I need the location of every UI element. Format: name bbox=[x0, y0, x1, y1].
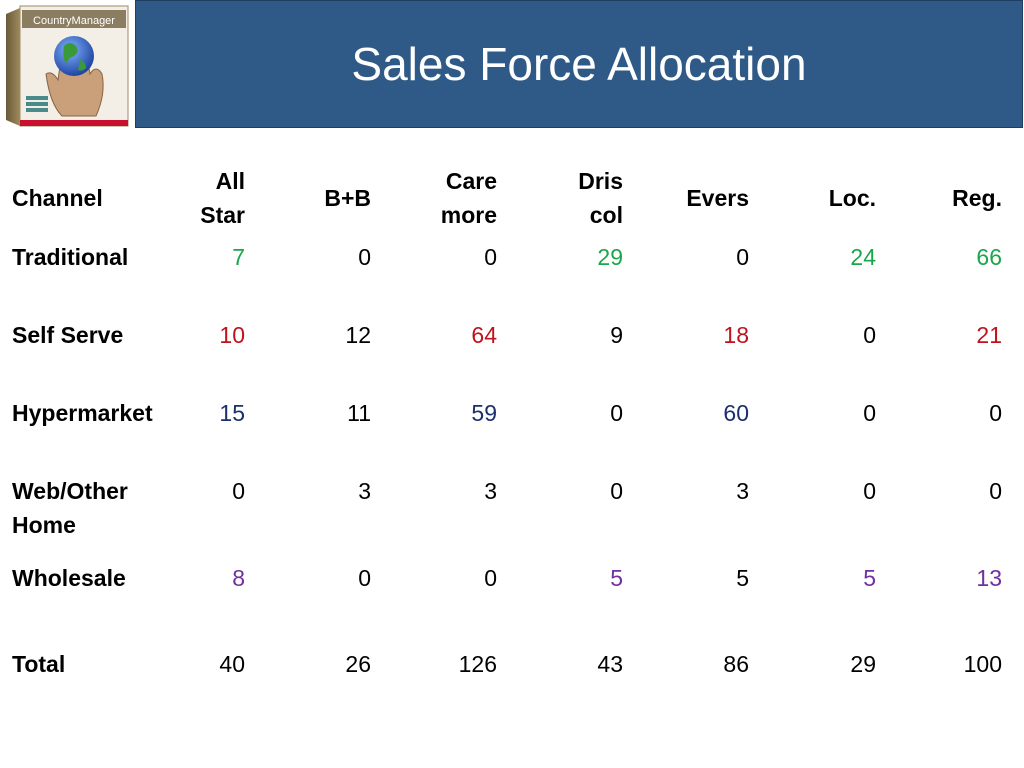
page-title: Sales Force Allocation bbox=[351, 38, 807, 90]
table-cell: 0 bbox=[863, 400, 876, 426]
table-cell: 59 bbox=[471, 400, 497, 426]
table-cell: 10 bbox=[219, 322, 245, 348]
header-reg: Reg. bbox=[952, 185, 1002, 211]
sales-force-table: Channel All Star B+B Care more Dris col … bbox=[12, 156, 1002, 693]
table-cell: 5 bbox=[610, 565, 623, 591]
table-cell: 29 bbox=[850, 651, 876, 677]
header-all-star: All Star bbox=[200, 168, 245, 228]
table-cell: 0 bbox=[863, 478, 876, 504]
table-cell: 0 bbox=[989, 400, 1002, 426]
table-cell: 5 bbox=[736, 565, 749, 591]
table-row-total: Total 40 26 126 43 86 29 100 bbox=[12, 643, 1002, 693]
table-cell: 0 bbox=[232, 478, 245, 504]
product-box-globe-hand-icon: CountryManager bbox=[6, 5, 129, 127]
country-manager-product-box: CountryManager bbox=[6, 4, 130, 128]
row-label: Traditional bbox=[12, 244, 129, 270]
header-caremore: Care more bbox=[440, 168, 497, 228]
table-cell: 11 bbox=[347, 400, 371, 426]
table-cell: 3 bbox=[358, 478, 371, 504]
table-cell: 12 bbox=[345, 322, 371, 348]
table-cell: 26 bbox=[345, 651, 371, 677]
table-cell: 21 bbox=[976, 322, 1002, 348]
table-row: Wholesale 8 0 0 5 5 5 13 bbox=[12, 561, 1002, 643]
table-cell: 0 bbox=[736, 244, 749, 270]
table-cell: 86 bbox=[723, 651, 749, 677]
table-cell: 40 bbox=[219, 651, 245, 677]
table-cell: 5 bbox=[863, 565, 876, 591]
table-cell: 0 bbox=[989, 478, 1002, 504]
header-b-b: B+B bbox=[324, 185, 371, 211]
table-cell: 3 bbox=[484, 478, 497, 504]
table-cell: 7 bbox=[232, 244, 245, 270]
table-row: Self Serve 10 12 64 9 18 0 21 bbox=[12, 318, 1002, 396]
logo-label: CountryManager bbox=[33, 15, 115, 27]
row-label: Self Serve bbox=[12, 322, 124, 348]
table-cell: 0 bbox=[358, 565, 371, 591]
table-cell: 29 bbox=[597, 244, 623, 270]
header-row: Channel All Star B+B Care more Dris col … bbox=[12, 156, 1002, 240]
header-driscol: Dris col bbox=[578, 168, 623, 228]
table-cell: 0 bbox=[358, 244, 371, 270]
table-cell: 0 bbox=[484, 244, 497, 270]
table-cell: 13 bbox=[976, 565, 1002, 591]
table-cell: 66 bbox=[976, 244, 1002, 270]
table-cell: 100 bbox=[963, 651, 1002, 677]
row-label: Wholesale bbox=[12, 565, 126, 591]
row-label: Web/Other Home bbox=[12, 478, 128, 538]
table-cell: 8 bbox=[232, 565, 245, 591]
table-cell: 24 bbox=[850, 244, 876, 270]
table-cell: 64 bbox=[471, 322, 497, 348]
table-row: Web/Other Home 0 3 3 0 3 0 0 bbox=[12, 474, 1002, 561]
table-cell: 9 bbox=[610, 322, 623, 348]
table-row: Hypermarket 15 11 59 0 60 0 0 bbox=[12, 396, 1002, 474]
table-cell: 0 bbox=[484, 565, 497, 591]
title-banner: Sales Force Allocation bbox=[135, 0, 1023, 128]
header-evers: Evers bbox=[686, 185, 749, 211]
header-loc: Loc. bbox=[828, 185, 876, 211]
table-cell: 0 bbox=[610, 478, 623, 504]
table-cell: 0 bbox=[863, 322, 876, 348]
table-cell: 0 bbox=[610, 400, 623, 426]
table-cell: 43 bbox=[597, 651, 623, 677]
table-cell: 126 bbox=[458, 651, 497, 677]
table-cell: 3 bbox=[736, 478, 749, 504]
table-cell: 18 bbox=[723, 322, 749, 348]
header-channel: Channel bbox=[12, 185, 103, 211]
table-cell: 60 bbox=[723, 400, 749, 426]
row-label: Total bbox=[12, 651, 66, 677]
table-cell: 15 bbox=[219, 400, 245, 426]
row-label: Hypermarket bbox=[12, 400, 153, 426]
table-row: Traditional 7 0 0 29 0 24 66 bbox=[12, 240, 1002, 318]
